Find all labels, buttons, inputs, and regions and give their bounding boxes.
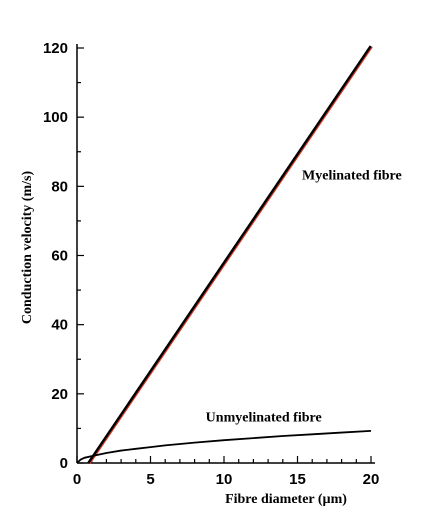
y-tick-label: 0 — [60, 455, 68, 472]
series-group — [76, 45, 373, 464]
x-tick-label: 5 — [146, 471, 154, 488]
y-tick-label: 100 — [43, 109, 68, 126]
x-tick-label: 20 — [363, 471, 380, 488]
annotations: Myelinated fibre Unmyelinated fibre — [206, 168, 402, 425]
y-tick-label: 20 — [51, 386, 68, 403]
y-ticks: 0 20 40 60 80 100 120 — [43, 40, 84, 472]
x-axis-title: Fibre diameter (µm) — [225, 492, 347, 507]
series-line-0-overlay — [89, 46, 373, 464]
y-tick-label: 60 — [51, 248, 68, 265]
x-tick-label: 0 — [73, 471, 81, 488]
series-line-0 — [87, 45, 373, 464]
y-axis-title: Conduction velocity (m/s) — [20, 171, 35, 325]
series-annotation-1: Unmyelinated fibre — [206, 411, 322, 426]
series-annotation-0: Myelinated fibre — [302, 168, 402, 183]
x-tick-label: 15 — [289, 471, 306, 488]
series-line-1 — [76, 429, 372, 464]
x-tick-label: 10 — [216, 471, 233, 488]
y-tick-label: 120 — [43, 40, 68, 57]
y-tick-label: 80 — [51, 178, 68, 195]
x-ticks: 0 5 10 15 20 — [73, 456, 380, 488]
y-tick-label: 40 — [51, 317, 68, 334]
